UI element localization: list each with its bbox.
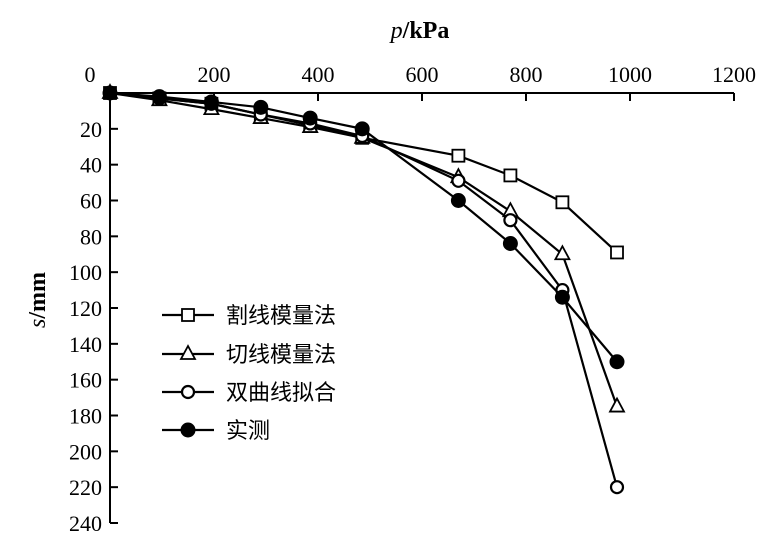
triangle-marker [553, 244, 571, 261]
circle-marker [609, 480, 625, 495]
y-axis-unit: /mm [25, 272, 51, 320]
legend-item: 双曲线拟合 [162, 380, 336, 405]
filled-circle-marker [502, 236, 518, 251]
circle-marker [180, 384, 196, 400]
x-tick-label: 1200 [712, 62, 756, 87]
y-tick-label: 60 [80, 189, 102, 214]
series-line [109, 91, 618, 363]
x-tick-label: 600 [406, 62, 439, 87]
triangle-marker [179, 344, 197, 360]
circle-marker [451, 173, 466, 188]
filled-circle-marker [102, 85, 118, 101]
legend-label: 双曲线拟合 [226, 380, 336, 405]
filled-circle-marker [253, 99, 269, 115]
y-tick-label: 200 [69, 439, 102, 464]
y-tick-label: 140 [69, 332, 102, 357]
y-tick-label: 160 [69, 368, 102, 393]
series-square [103, 86, 624, 260]
square-marker [610, 245, 624, 260]
x-tick-label: 200 [198, 62, 231, 87]
filled-circle-marker [554, 289, 570, 305]
x-tick-label: 800 [510, 62, 543, 87]
x-axis-title: p/kPa [389, 18, 450, 44]
y-tick-label: 220 [69, 475, 102, 500]
filled-circle-marker [354, 121, 370, 137]
filled-circle-marker [180, 422, 196, 438]
series-line [109, 91, 619, 488]
y-tick-label: 80 [80, 224, 102, 249]
filled-circle-marker [609, 354, 625, 370]
filled-circle-marker [203, 94, 219, 110]
x-tick-label: 0 [85, 62, 96, 87]
y-axis-title: s/mm [25, 272, 51, 328]
square-marker [503, 168, 518, 183]
square-marker [555, 195, 570, 210]
series-filled-circle [102, 85, 625, 370]
y-tick-label: 20 [80, 117, 102, 142]
x-axis-var: p [389, 18, 403, 44]
filled-circle-marker [450, 193, 466, 208]
legend-item: 切线模量法 [162, 342, 336, 367]
legend-item: 割线模量法 [162, 303, 336, 328]
x-tick-label: 400 [302, 62, 335, 87]
y-axis-var: s [25, 319, 51, 328]
square-marker [181, 308, 195, 322]
series-line [109, 91, 619, 407]
series-line [109, 91, 618, 254]
y-tick-label: 180 [69, 404, 102, 429]
y-tick-label: 100 [69, 260, 102, 285]
filled-circle-marker [151, 89, 167, 105]
x-axis-unit: /kPa [402, 18, 450, 44]
legend-label: 割线模量法 [226, 303, 336, 328]
legend-label: 切线模量法 [226, 342, 336, 367]
y-tick-label: 40 [80, 153, 102, 178]
circle-marker [503, 213, 518, 228]
square-marker [451, 148, 466, 163]
filled-circle-marker [302, 110, 318, 126]
triangle-marker [608, 396, 626, 413]
y-tick-label: 120 [69, 296, 102, 321]
y-tick-label: 240 [69, 511, 102, 536]
legend-label: 实测 [226, 418, 270, 443]
x-tick-label: 1000 [608, 62, 652, 87]
legend-item: 实测 [162, 418, 270, 443]
